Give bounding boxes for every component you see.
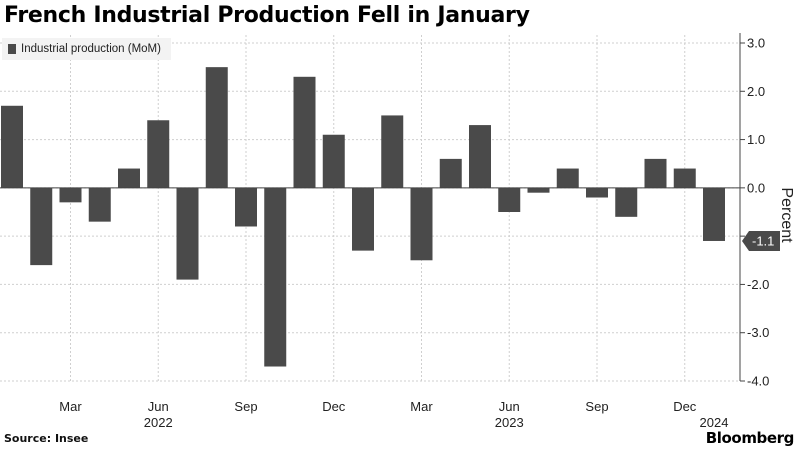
bar — [235, 187, 257, 227]
y-tick-label: 0.0 — [747, 180, 765, 195]
last-value-label: -1.1 — [752, 233, 774, 248]
chart-title: French Industrial Production Fell in Jan… — [4, 3, 530, 28]
legend-swatch — [8, 44, 16, 54]
source-note: Source: Insee — [4, 432, 89, 445]
legend: Industrial production (MoM) — [2, 38, 171, 60]
bar — [322, 134, 345, 188]
bar — [352, 187, 374, 251]
y-tick-label: -2.0 — [747, 277, 769, 292]
bar — [1, 105, 23, 188]
x-tick-label: Mar — [410, 399, 433, 414]
bar — [147, 120, 170, 188]
bars — [1, 67, 725, 367]
bar — [293, 76, 316, 188]
bar — [118, 168, 140, 188]
x-year-label: 2024 — [700, 415, 729, 430]
x-tick-label: Jun — [148, 399, 169, 414]
x-year-label: 2022 — [144, 415, 173, 430]
bar — [176, 187, 199, 280]
x-tick-label: Sep — [585, 399, 608, 414]
bar — [410, 187, 433, 261]
bar — [381, 115, 404, 188]
y-axis-title: Percent — [778, 187, 795, 243]
y-tick-label: 2.0 — [747, 84, 765, 99]
y-tick-label: -3.0 — [747, 325, 769, 340]
bar — [703, 187, 725, 241]
y-tick-label: 1.0 — [747, 132, 765, 147]
brand-logo: Bloomberg — [705, 429, 795, 447]
y-tick-label: 3.0 — [747, 36, 765, 51]
bar — [469, 125, 491, 188]
bar — [615, 187, 638, 217]
axes: 3.02.01.00.0-1.0-2.0-3.0-4.0MarJunSepDec… — [0, 33, 795, 430]
bar — [439, 158, 462, 188]
bar — [556, 168, 579, 188]
bar — [498, 187, 521, 212]
x-year-label: 2023 — [495, 415, 524, 430]
bar — [673, 168, 696, 188]
bar — [88, 187, 111, 222]
bar — [586, 187, 608, 198]
bar — [644, 158, 667, 188]
x-tick-label: Dec — [322, 399, 346, 414]
bar — [264, 187, 287, 367]
bar — [59, 187, 82, 203]
bar — [205, 67, 228, 188]
bar — [30, 187, 53, 266]
x-tick-label: Mar — [59, 399, 82, 414]
legend-label: Industrial production (MoM) — [21, 43, 161, 55]
x-tick-label: Dec — [673, 399, 697, 414]
x-tick-label: Jun — [499, 399, 520, 414]
last-value-badge — [742, 230, 780, 251]
x-tick-label: Sep — [234, 399, 257, 414]
y-tick-label: -4.0 — [747, 374, 769, 389]
bar — [527, 187, 550, 193]
